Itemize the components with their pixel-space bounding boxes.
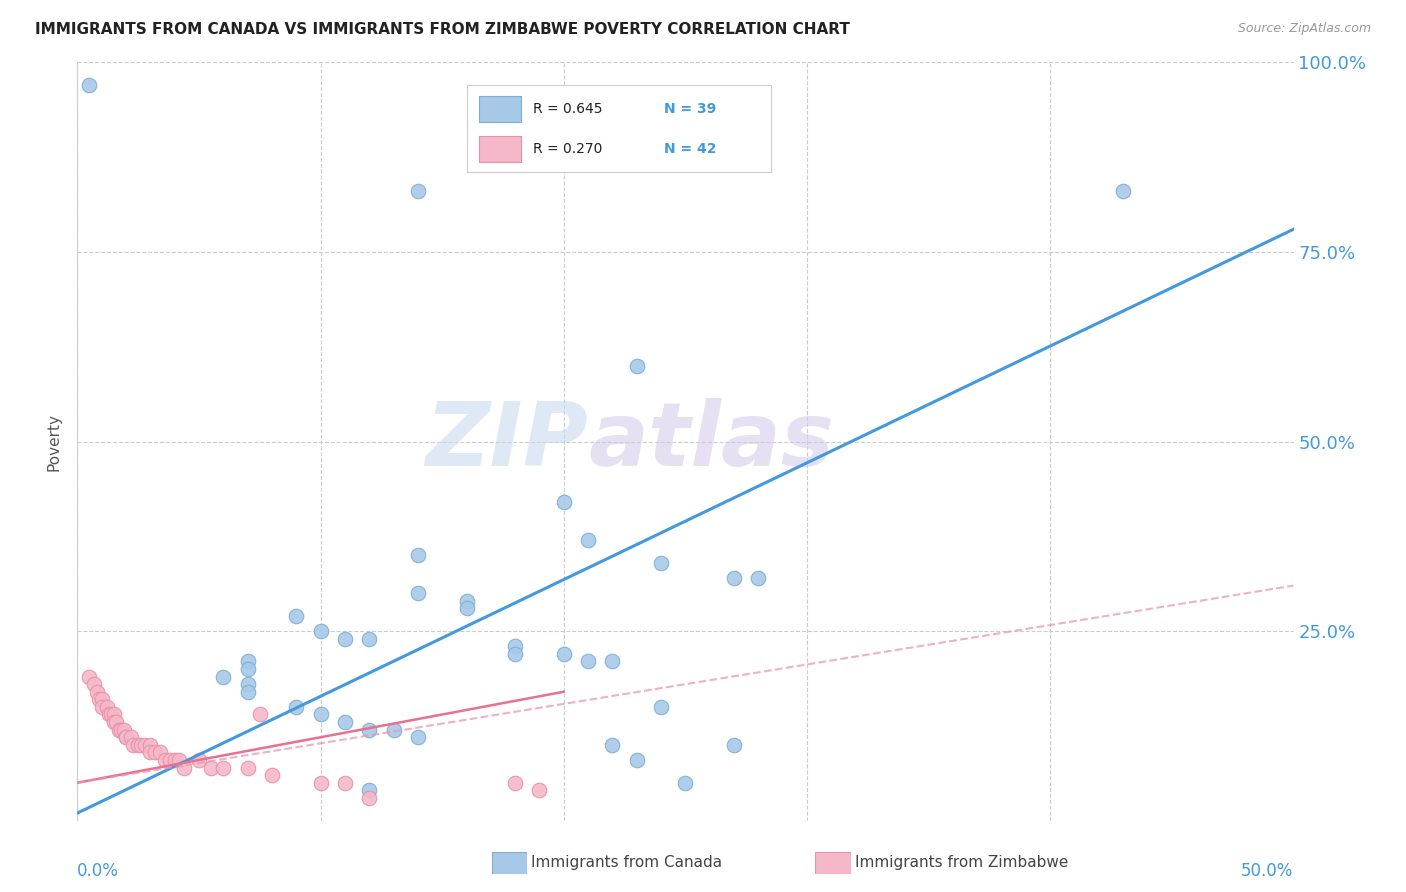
Point <box>359 632 381 646</box>
Point <box>285 608 308 623</box>
Point <box>115 730 138 744</box>
Point <box>212 669 235 683</box>
Text: Immigrants from Canada: Immigrants from Canada <box>531 855 723 870</box>
Text: 50.0%: 50.0% <box>1241 863 1294 880</box>
Point <box>153 753 176 767</box>
Point <box>260 768 283 782</box>
Point <box>83 677 105 691</box>
Point <box>723 738 745 752</box>
Point <box>236 760 259 774</box>
Point <box>249 707 271 722</box>
Point <box>503 776 526 790</box>
Point <box>626 753 648 767</box>
Point <box>86 685 108 699</box>
Point <box>456 601 478 615</box>
Point <box>89 692 111 706</box>
Point <box>553 495 575 509</box>
Point <box>650 699 672 714</box>
Point <box>382 723 405 737</box>
Point <box>90 699 112 714</box>
Point <box>115 730 138 744</box>
Point <box>129 738 152 752</box>
Point <box>723 571 745 585</box>
Point <box>103 707 125 722</box>
Point <box>163 753 186 767</box>
Point <box>149 746 172 760</box>
Point <box>122 738 145 752</box>
Point <box>112 723 135 737</box>
Point <box>503 639 526 653</box>
Point <box>359 783 381 797</box>
Point <box>309 707 332 722</box>
Point <box>309 776 332 790</box>
Point <box>406 548 429 563</box>
Text: atlas: atlas <box>588 398 834 485</box>
Point <box>139 738 162 752</box>
Point <box>456 594 478 608</box>
Point <box>120 730 142 744</box>
Point <box>650 556 672 570</box>
Point <box>188 753 211 767</box>
Point <box>359 791 381 805</box>
Point <box>105 715 128 730</box>
Point <box>529 783 551 797</box>
Point <box>169 753 191 767</box>
Point <box>107 723 129 737</box>
Point <box>159 753 181 767</box>
Point <box>90 692 112 706</box>
Point <box>236 677 259 691</box>
Point <box>406 184 429 198</box>
Point <box>79 669 101 683</box>
Point <box>576 655 599 669</box>
Point <box>602 738 624 752</box>
Point <box>333 776 356 790</box>
Point <box>406 730 429 744</box>
Point <box>200 760 222 774</box>
Point <box>285 699 308 714</box>
Point <box>333 632 356 646</box>
Text: Source: ZipAtlas.com: Source: ZipAtlas.com <box>1237 22 1371 36</box>
Point <box>675 776 697 790</box>
Point <box>143 746 166 760</box>
Text: ZIP: ZIP <box>426 398 588 485</box>
Point <box>747 571 769 585</box>
Point <box>333 715 356 730</box>
Point <box>127 738 149 752</box>
Point <box>553 647 575 661</box>
Point <box>173 760 195 774</box>
Text: Immigrants from Zimbabwe: Immigrants from Zimbabwe <box>855 855 1069 870</box>
Point <box>110 723 132 737</box>
Point <box>97 707 120 722</box>
Point <box>79 78 101 92</box>
Y-axis label: Poverty: Poverty <box>46 412 62 471</box>
Text: IMMIGRANTS FROM CANADA VS IMMIGRANTS FROM ZIMBABWE POVERTY CORRELATION CHART: IMMIGRANTS FROM CANADA VS IMMIGRANTS FRO… <box>35 22 851 37</box>
Point <box>100 707 122 722</box>
Point <box>626 359 648 373</box>
Point <box>236 662 259 676</box>
Point <box>236 685 259 699</box>
Point <box>134 738 156 752</box>
Point <box>602 655 624 669</box>
Point <box>212 760 235 774</box>
Point <box>96 699 118 714</box>
Point <box>139 746 162 760</box>
Text: 0.0%: 0.0% <box>77 863 120 880</box>
Point <box>406 586 429 600</box>
Point <box>503 647 526 661</box>
Point <box>236 655 259 669</box>
Point <box>103 715 125 730</box>
Point <box>359 723 381 737</box>
Point <box>1112 184 1135 198</box>
Point <box>309 624 332 639</box>
Point <box>576 533 599 548</box>
